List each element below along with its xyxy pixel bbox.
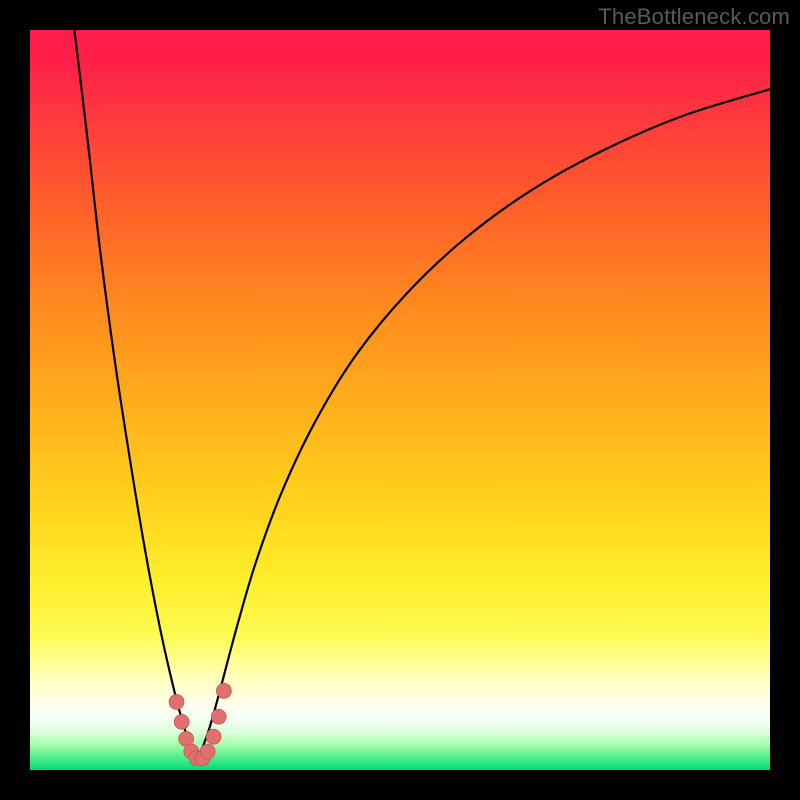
plot-background [30,30,770,770]
watermark-text: TheBottleneck.com [598,4,790,30]
chart-root: TheBottleneck.com [0,0,800,800]
marker-dot [216,683,231,698]
chart-svg [0,0,800,800]
marker-dot [174,714,189,729]
marker-dot [211,709,226,724]
marker-dot [169,694,184,709]
marker-dot [206,729,221,744]
marker-dot [200,744,215,759]
